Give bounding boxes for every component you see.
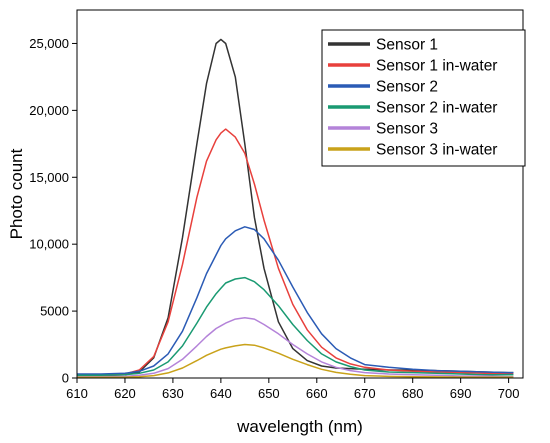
series-layer: [76, 38, 514, 379]
series-line-4: [77, 276, 514, 377]
legend-box: [321, 29, 526, 167]
ticks-layer: 610 620 630 640 650 660 670 680 690 700 0 5000 10,00…: [29, 36, 519, 401]
x-tick-label: 690: [450, 386, 472, 401]
y-tick-label: 0: [62, 371, 69, 386]
y-tick-label: 20,000: [29, 103, 69, 118]
y-tick-label: 25,000: [29, 36, 69, 51]
y-tick-label: 10,000: [29, 237, 69, 252]
series-line-2: [76, 128, 514, 377]
x-tick-label: 700: [498, 386, 520, 401]
x-tick-label: 640: [210, 386, 232, 401]
x-tick-label: 680: [402, 386, 424, 401]
x-tick-label: 630: [162, 386, 184, 401]
series-line-6: [77, 343, 514, 379]
y-tick-label: 5000: [40, 304, 69, 319]
y-axis-title: Photo count: [7, 148, 26, 239]
x-tick-label: 650: [258, 386, 280, 401]
legend-label: Sensor 2: [376, 79, 438, 96]
x-tick-label: 620: [114, 386, 136, 401]
legend-label: Sensor 3: [376, 121, 438, 138]
x-axis-title: wavelength (nm): [236, 417, 363, 436]
legend-label: Sensor 1 in-water: [376, 58, 497, 75]
x-tick-label: 610: [66, 386, 88, 401]
legend: Sensor 1 Sensor 1 in-water Sensor 2 Sensor …: [321, 29, 526, 167]
y-tick-label: 15,000: [29, 170, 69, 185]
series-line-3: [77, 226, 514, 375]
legend-label: Sensor 3 in-water: [376, 142, 497, 159]
x-tick-label: 660: [306, 386, 328, 401]
series-line-5: [77, 317, 514, 378]
legend-label: Sensor 1: [376, 37, 438, 54]
plot-frame: [76, 9, 524, 379]
legend-label: Sensor 2 in-water: [376, 100, 497, 117]
x-tick-label: 670: [354, 386, 376, 401]
